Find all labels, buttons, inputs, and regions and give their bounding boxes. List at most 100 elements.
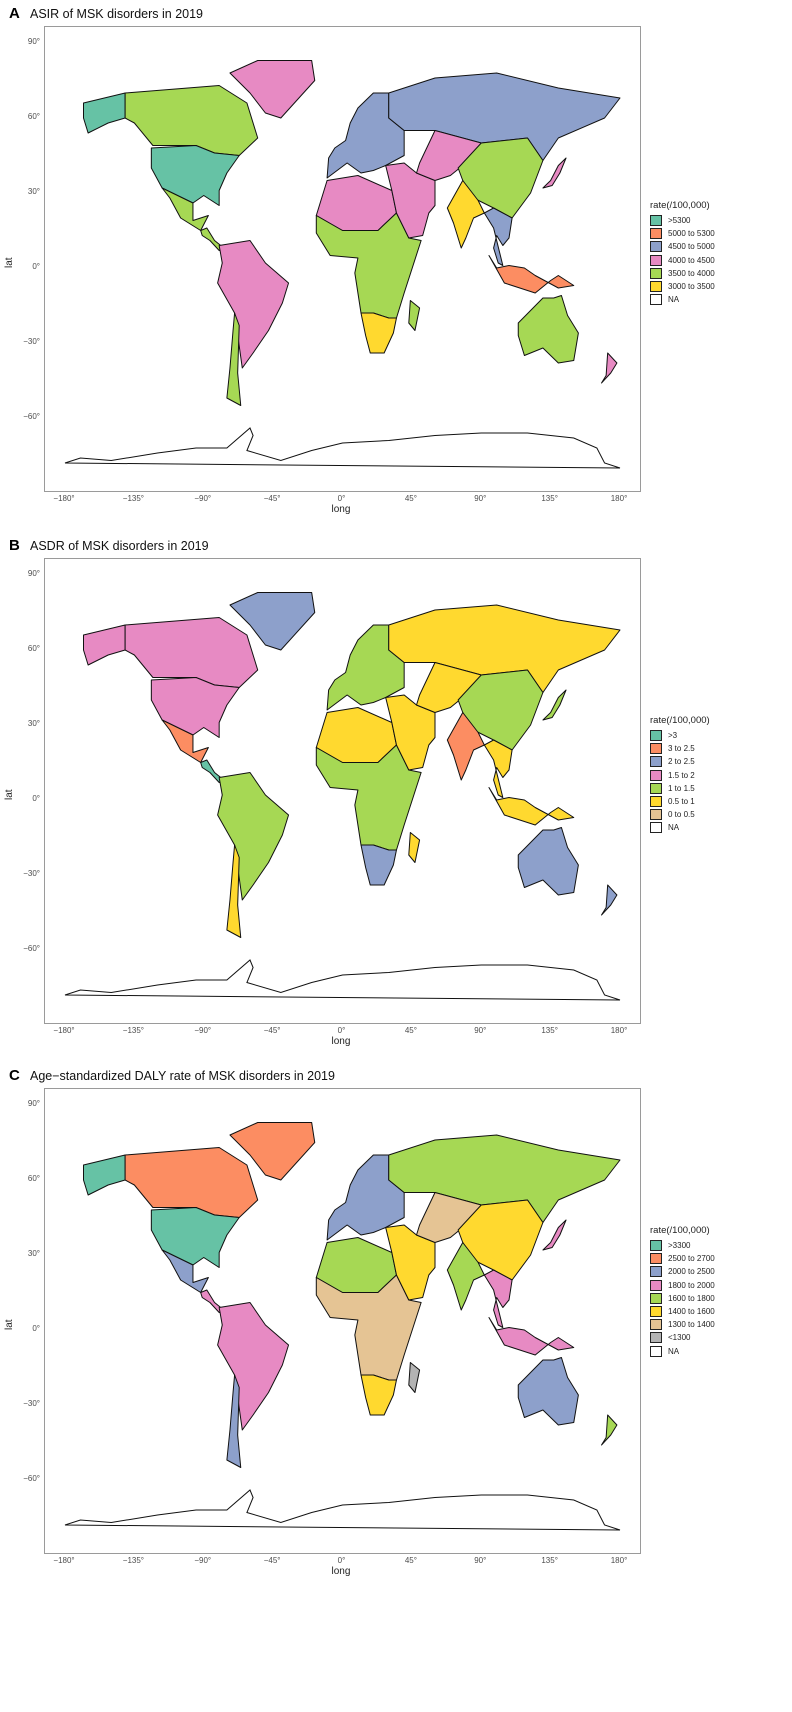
- panel-title: ASIR of MSK disorders in 2019: [30, 7, 203, 21]
- map-plot-area: [44, 26, 641, 492]
- world-map: [64, 60, 621, 469]
- region-india: [446, 180, 485, 249]
- legend-swatch: [650, 281, 662, 293]
- region-russia: [388, 72, 621, 161]
- legend-label: >5300: [668, 216, 691, 226]
- legend-swatch: [650, 254, 662, 266]
- region-india: [446, 1242, 485, 1311]
- region-usa: [150, 1207, 240, 1268]
- legend-item: 0 to 0.5: [650, 808, 710, 821]
- region-usa: [150, 677, 240, 738]
- legend-item: NA: [650, 1345, 715, 1358]
- legend-item: 2500 to 2700: [650, 1252, 715, 1265]
- x-tick-label: 0°: [337, 1026, 346, 1035]
- region-russia: [388, 604, 621, 693]
- region-middle-east: [385, 162, 436, 239]
- legend-swatch: [650, 294, 662, 306]
- region-madagascar: [408, 300, 421, 331]
- y-tick-label: 0°: [32, 794, 40, 803]
- legend-label: 1800 to 2000: [668, 1280, 715, 1290]
- region-greenland: [229, 60, 316, 119]
- legend-swatch: [650, 215, 662, 227]
- region-canada: [124, 85, 259, 156]
- legend-item: 4500 to 5000: [650, 240, 715, 253]
- region-new-zealand: [601, 352, 618, 384]
- legend-title: rate(/100,000): [650, 200, 710, 211]
- x-tick-label: −90°: [194, 1556, 212, 1565]
- x-tick-label: −135°: [122, 1026, 144, 1035]
- x-tick-label: 45°: [404, 1026, 417, 1035]
- x-axis-title: long: [331, 1566, 351, 1577]
- legend-label: 2500 to 2700: [668, 1254, 715, 1264]
- region-japan: [542, 689, 567, 721]
- legend-label: 1300 to 1400: [668, 1320, 715, 1330]
- legend-label: NA: [668, 1346, 680, 1356]
- legend-item: 2 to 2.5: [650, 755, 710, 768]
- region-canada: [124, 1147, 259, 1218]
- y-tick-label: −30°: [23, 1399, 40, 1408]
- legend-item: <1300: [650, 1331, 715, 1344]
- legend: rate(/100,000) >3300 2500 to 2700 2000 to 2…: [650, 1225, 715, 1358]
- x-tick-label: 0°: [337, 494, 346, 503]
- region-new-zealand: [601, 884, 618, 916]
- region-antarctica: [64, 427, 621, 469]
- y-axis-title: lat: [4, 1319, 15, 1330]
- legend-item: 1400 to 1600: [650, 1305, 715, 1318]
- legend-label: 4000 to 4500: [668, 255, 715, 265]
- region-alaska: [83, 1154, 126, 1196]
- legend-swatch: [650, 228, 662, 240]
- legend-label: NA: [668, 295, 680, 305]
- x-tick-label: 135°: [541, 494, 558, 503]
- legend-item: 1300 to 1400: [650, 1318, 715, 1331]
- x-tick-label: 135°: [541, 1556, 558, 1565]
- legend-label: 1.5 to 2: [668, 770, 695, 780]
- region-japan: [542, 1219, 567, 1251]
- legend-swatch: [650, 1319, 662, 1331]
- legend-swatch: [650, 1332, 662, 1344]
- legend-swatch: [650, 1345, 662, 1357]
- legend-swatch: [650, 1306, 662, 1318]
- legend-label: 2 to 2.5: [668, 757, 695, 767]
- legend-label: <1300: [668, 1333, 691, 1343]
- map-plot-area: [44, 558, 641, 1024]
- legend-label: 0 to 0.5: [668, 810, 695, 820]
- panel-letter: A: [9, 5, 20, 22]
- x-axis-title: long: [331, 504, 351, 515]
- panel-b: B ASDR of MSK disorders in 2019 90° 60° 30° 0…: [0, 532, 792, 1062]
- x-tick-label: −135°: [122, 494, 144, 503]
- legend-swatch: [650, 796, 662, 808]
- world-map: [64, 1122, 621, 1531]
- region-madagascar: [408, 1362, 421, 1393]
- y-tick-label: 0°: [32, 262, 40, 271]
- region-mexico: [161, 187, 209, 231]
- x-tick-label: 0°: [337, 1556, 346, 1565]
- x-tick-label: −180°: [53, 1556, 75, 1565]
- region-australia: [517, 1357, 579, 1426]
- region-indonesia: [488, 1317, 575, 1356]
- legend-title: rate(/100,000): [650, 1225, 710, 1236]
- legend-label: 0.5 to 1: [668, 797, 695, 807]
- legend-swatch: [650, 730, 662, 742]
- legend-item: >3300: [650, 1239, 715, 1252]
- legend-swatch: [650, 1279, 662, 1291]
- legend-label: 1600 to 1800: [668, 1293, 715, 1303]
- legend: rate(/100,000) >3 3 to 2.5 2 to 2.5 1.5 to 2…: [650, 715, 710, 835]
- region-russia: [388, 1134, 621, 1223]
- legend-item: 3500 to 4000: [650, 267, 715, 280]
- region-india: [446, 712, 485, 781]
- legend-swatch: [650, 241, 662, 253]
- legend-label: 3500 to 4000: [668, 268, 715, 278]
- legend-item: 2000 to 2500: [650, 1265, 715, 1278]
- x-tick-label: −135°: [122, 1556, 144, 1565]
- y-tick-label: −30°: [23, 869, 40, 878]
- panel-title: Age−standardized DALY rate of MSK disord…: [30, 1069, 335, 1083]
- y-tick-label: −60°: [23, 944, 40, 953]
- legend-label: 5000 to 5300: [668, 229, 715, 239]
- x-tick-label: 90°: [474, 1026, 487, 1035]
- y-axis-title: lat: [4, 789, 15, 800]
- legend-swatch: [650, 822, 662, 834]
- y-tick-label: 0°: [32, 1324, 40, 1333]
- region-southeast-asia: [483, 739, 513, 798]
- region-new-zealand: [601, 1414, 618, 1446]
- legend-swatch: [650, 1292, 662, 1304]
